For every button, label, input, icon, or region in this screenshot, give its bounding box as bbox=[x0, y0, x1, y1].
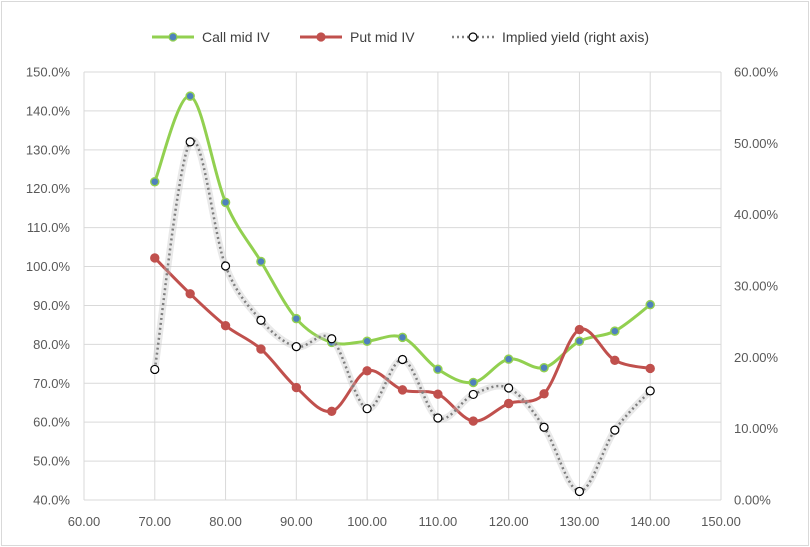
call-mid-iv-point bbox=[610, 326, 620, 336]
gridlines bbox=[83, 71, 722, 501]
y2-tick-label: 50.00% bbox=[734, 136, 779, 151]
y-tick-label: 150.0% bbox=[26, 65, 71, 80]
legend-label-put-mid-iv: Put mid IV bbox=[350, 29, 415, 45]
legend-marker-call-mid-iv bbox=[168, 32, 178, 42]
y-tick-label: 50.0% bbox=[33, 454, 70, 469]
legend-label-implied-yield-right-axis: Implied yield (right axis) bbox=[502, 29, 649, 45]
x-tick-label: 60.00 bbox=[68, 514, 101, 529]
x-tick-label: 130.00 bbox=[560, 514, 600, 529]
implied-yield-right-axis-point bbox=[291, 342, 301, 352]
call-mid-iv-point bbox=[185, 91, 195, 101]
call-mid-iv-point bbox=[574, 336, 585, 347]
x-tick-label: 120.00 bbox=[489, 514, 529, 529]
implied-yield-right-axis-glow bbox=[151, 136, 654, 495]
call-mid-iv-point bbox=[539, 362, 549, 373]
implied-yield-right-axis-point bbox=[362, 404, 372, 414]
put-mid-iv-point bbox=[610, 355, 620, 366]
y-tick-label: 70.0% bbox=[33, 376, 70, 391]
put-mid-iv-point bbox=[539, 389, 549, 399]
call-mid-iv-point bbox=[397, 332, 408, 343]
implied-yield-right-axis-point bbox=[256, 315, 266, 325]
put-mid-iv-point bbox=[503, 398, 514, 409]
y-tick-label: 130.0% bbox=[26, 142, 71, 157]
call-mid-iv-point bbox=[468, 377, 479, 388]
implied-yield-right-axis-point bbox=[539, 422, 549, 432]
call-mid-iv-point bbox=[645, 299, 655, 310]
put-mid-iv-point bbox=[433, 389, 443, 399]
put-mid-iv-point bbox=[185, 289, 195, 299]
implied-yield-right-axis-line bbox=[153, 138, 652, 493]
put-mid-iv-point bbox=[220, 320, 231, 331]
call-mid-iv-point bbox=[256, 256, 266, 267]
x-tick-label: 140.00 bbox=[630, 514, 670, 529]
implied-yield-right-axis-point bbox=[610, 425, 620, 435]
call-mid-iv-point bbox=[220, 197, 231, 208]
y-tick-label: 100.0% bbox=[26, 259, 71, 274]
implied-yield-right-axis-point bbox=[645, 386, 655, 396]
x-tick-label: 90.00 bbox=[280, 514, 313, 529]
y-tick-label: 90.0% bbox=[33, 298, 70, 313]
y2-tick-label: 10.00% bbox=[734, 421, 779, 436]
put-mid-iv-point bbox=[468, 416, 478, 426]
y2-tick-label: 30.00% bbox=[734, 279, 779, 294]
put-mid-iv-point bbox=[256, 344, 266, 354]
y-tick-label: 120.0% bbox=[26, 181, 71, 196]
implied-yield-right-axis-point bbox=[504, 383, 514, 393]
implied-yield-right-axis-point bbox=[468, 389, 478, 400]
series-layer bbox=[150, 91, 655, 497]
x-tick-label: 110.00 bbox=[418, 514, 457, 529]
put-mid-iv-point bbox=[574, 324, 585, 335]
put-mid-iv-point bbox=[397, 385, 408, 395]
put-mid-iv-point bbox=[150, 253, 160, 263]
y2-tick-label: 0.00% bbox=[734, 493, 771, 508]
y2-tick-label: 60.00% bbox=[734, 65, 779, 80]
x-tick-label: 80.00 bbox=[209, 514, 242, 529]
legend-label-call-mid-iv: Call mid IV bbox=[202, 29, 270, 45]
call-mid-iv-point bbox=[291, 313, 302, 324]
call-mid-iv-point bbox=[150, 176, 160, 187]
implied-yield-right-axis-point bbox=[574, 486, 585, 497]
legend: Call mid IV Put mid IV Implied yield (righ… bbox=[152, 29, 649, 45]
y-tick-label: 40.0% bbox=[33, 493, 70, 508]
put-mid-iv-point bbox=[291, 382, 302, 393]
x-tick-label: 100.00 bbox=[347, 514, 387, 529]
axes: 40.0% 50.0% 60.0% 70.0% 80.0% 90.0% 100.0% 110.… bbox=[26, 65, 779, 530]
implied-yield-right-axis-point bbox=[150, 364, 160, 375]
call-mid-iv-point bbox=[433, 364, 443, 375]
y-tick-label: 60.0% bbox=[33, 415, 70, 430]
y2-tick-label: 40.00% bbox=[734, 207, 779, 222]
x-tick-label: 150.00 bbox=[701, 514, 741, 529]
implied-yield-right-axis-point bbox=[397, 354, 408, 365]
call-mid-iv-point bbox=[503, 354, 514, 364]
y2-tick-label: 20.00% bbox=[734, 350, 779, 365]
implied-yield-right-axis-point bbox=[220, 261, 231, 271]
legend-marker-put-mid-iv bbox=[316, 32, 326, 42]
implied-yield-right-axis-point bbox=[433, 413, 443, 423]
implied-yield-right-axis-point bbox=[327, 334, 337, 344]
put-mid-iv-point bbox=[362, 366, 372, 376]
put-mid-iv-point bbox=[645, 363, 655, 374]
implied-yield-right-axis-point bbox=[185, 137, 195, 147]
y-tick-label: 110.0% bbox=[27, 220, 71, 235]
put-mid-iv-point bbox=[327, 406, 337, 416]
legend-marker-implied-yield-right-axis bbox=[468, 32, 478, 42]
call-mid-iv-point bbox=[362, 336, 372, 347]
x-tick-label: 70.00 bbox=[139, 514, 172, 529]
y-tick-label: 80.0% bbox=[33, 337, 70, 352]
y-tick-label: 140.0% bbox=[26, 103, 71, 118]
